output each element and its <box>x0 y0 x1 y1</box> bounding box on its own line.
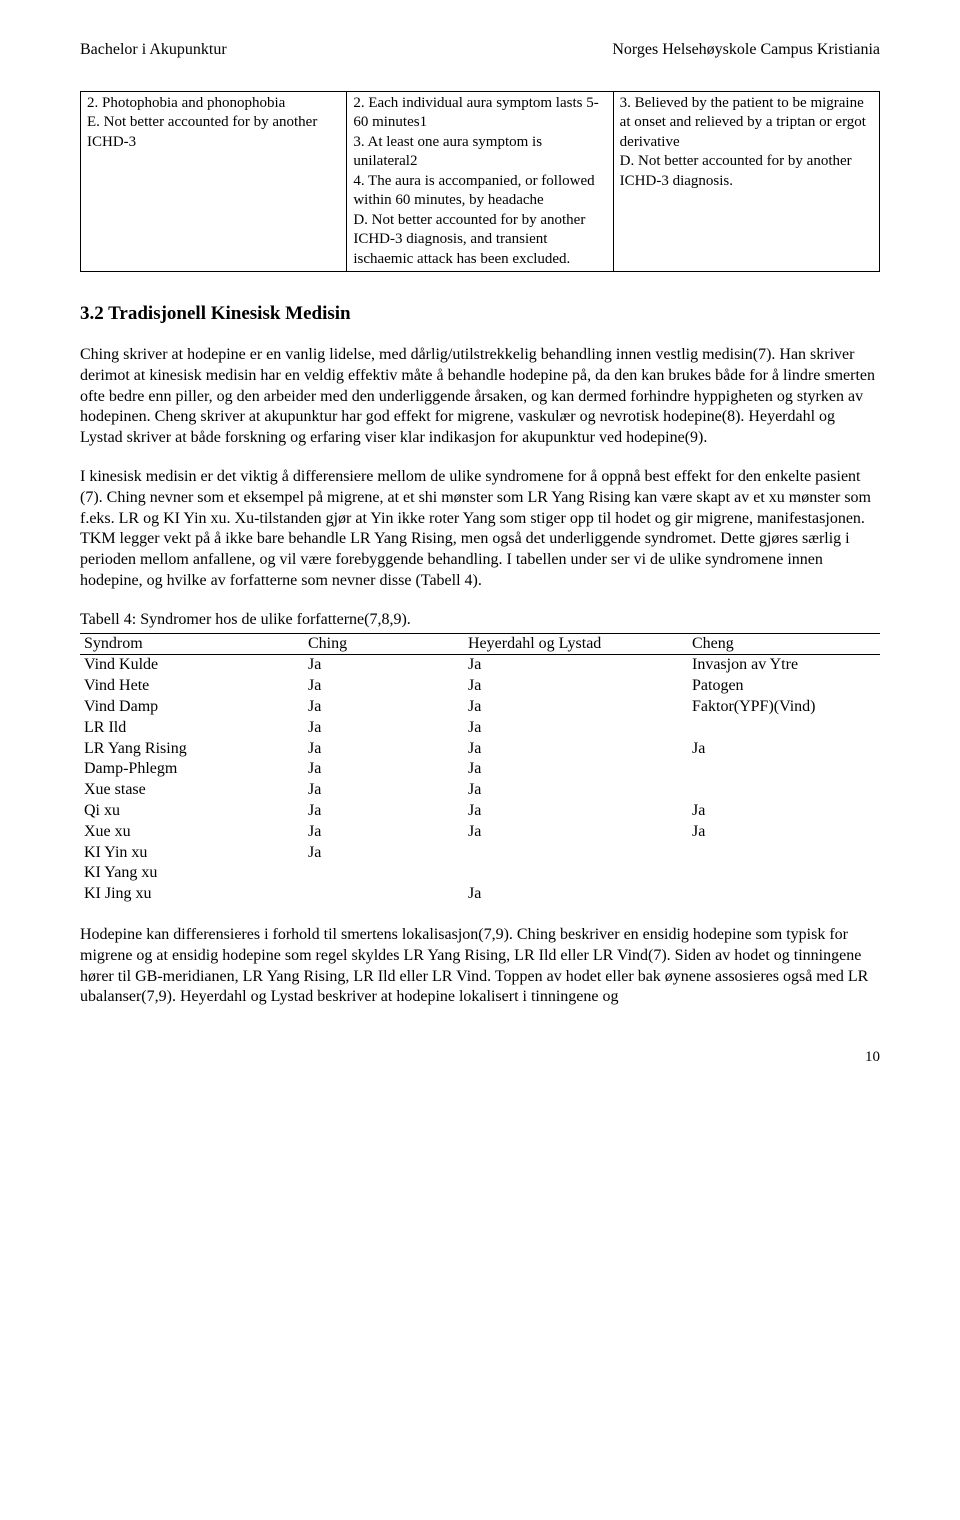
table-cell: Ja <box>304 759 464 780</box>
table-cell <box>464 863 688 884</box>
table-cell: Ja <box>304 780 464 801</box>
table-row: Xue staseJaJa <box>80 780 880 801</box>
table-cell: KI Jing xu <box>80 884 304 905</box>
table-row: Qi xuJaJaJa <box>80 801 880 822</box>
table-cell: Xue stase <box>80 780 304 801</box>
table-header: Cheng <box>688 633 880 655</box>
table-cell: KI Yin xu <box>80 843 304 864</box>
table-cell <box>688 843 880 864</box>
criteria-col-1: 2. Photophobia and phonophobia E. Not be… <box>81 91 347 272</box>
page-header: Bachelor i Akupunktur Norges Helsehøysko… <box>80 40 880 61</box>
criteria-col-3: 3. Believed by the patient to be migrain… <box>613 91 879 272</box>
criteria-col-2: 2. Each individual aura symptom lasts 5-… <box>347 91 613 272</box>
table-cell: LR Ild <box>80 718 304 739</box>
table-cell: Vind Damp <box>80 697 304 718</box>
table-cell: Ja <box>464 884 688 905</box>
table-cell <box>688 863 880 884</box>
table-cell: Ja <box>688 739 880 760</box>
table-row: KI Jing xu Ja <box>80 884 880 905</box>
table-cell: Ja <box>464 822 688 843</box>
table-cell: LR Yang Rising <box>80 739 304 760</box>
table-cell: Ja <box>464 739 688 760</box>
table-cell: Invasjon av Ytre <box>688 655 880 676</box>
table-row: KI Yin xuJa <box>80 843 880 864</box>
table-cell: Ja <box>304 655 464 676</box>
table-cell: Ja <box>304 843 464 864</box>
table-cell: Ja <box>304 697 464 718</box>
table-header: Syndrom <box>80 633 304 655</box>
table-cell: Ja <box>464 655 688 676</box>
table-cell: Qi xu <box>80 801 304 822</box>
table-cell: Ja <box>464 801 688 822</box>
paragraph-3: Hodepine kan differensieres i forhold ti… <box>80 925 880 1008</box>
table-cell: Ja <box>464 780 688 801</box>
table-cell: Xue xu <box>80 822 304 843</box>
table-cell: Damp-Phlegm <box>80 759 304 780</box>
syndrome-table: Syndrom Ching Heyerdahl og Lystad Cheng … <box>80 633 880 905</box>
paragraph-1: Ching skriver at hodepine er en vanlig l… <box>80 345 880 449</box>
table-cell: Faktor(YPF)(Vind) <box>688 697 880 718</box>
table-row: KI Yang xu <box>80 863 880 884</box>
table-header: Ching <box>304 633 464 655</box>
table-header-row: Syndrom Ching Heyerdahl og Lystad Cheng <box>80 633 880 655</box>
table-cell: Ja <box>304 822 464 843</box>
table-cell: Ja <box>304 718 464 739</box>
table-row: Vind DampJaJaFaktor(YPF)(Vind) <box>80 697 880 718</box>
table-row: LR Yang RisingJaJaJa <box>80 739 880 760</box>
table-cell <box>688 759 880 780</box>
table-cell <box>688 884 880 905</box>
table-row: Vind KuldeJaJaInvasjon av Ytre <box>80 655 880 676</box>
table-row: Damp-PhlegmJaJa <box>80 759 880 780</box>
table-cell <box>688 718 880 739</box>
table-row: LR IldJaJa <box>80 718 880 739</box>
table-cell <box>464 843 688 864</box>
table-row: Vind HeteJaJaPatogen <box>80 676 880 697</box>
criteria-table: 2. Photophobia and phonophobia E. Not be… <box>80 91 880 273</box>
table-row: Xue xuJaJaJa <box>80 822 880 843</box>
page-number: 10 <box>80 1048 880 1068</box>
table-cell <box>304 884 464 905</box>
header-left: Bachelor i Akupunktur <box>80 40 227 61</box>
table-cell <box>688 780 880 801</box>
table-cell: Ja <box>464 697 688 718</box>
table-cell: Vind Kulde <box>80 655 304 676</box>
table-cell: Ja <box>304 801 464 822</box>
table-cell: Ja <box>464 759 688 780</box>
table-cell: Ja <box>464 718 688 739</box>
section-heading: 3.2 Tradisjonell Kinesisk Medisin <box>80 302 880 327</box>
table-cell: KI Yang xu <box>80 863 304 884</box>
table-cell: Ja <box>304 676 464 697</box>
table-cell: Vind Hete <box>80 676 304 697</box>
table-cell <box>304 863 464 884</box>
table-header: Heyerdahl og Lystad <box>464 633 688 655</box>
table-cell: Ja <box>688 801 880 822</box>
header-right: Norges Helsehøyskole Campus Kristiania <box>612 40 880 61</box>
table-cell: Patogen <box>688 676 880 697</box>
table-cell: Ja <box>464 676 688 697</box>
paragraph-2: I kinesisk medisin er det viktig å diffe… <box>80 467 880 592</box>
table-caption: Tabell 4: Syndromer hos de ulike forfatt… <box>80 610 880 631</box>
table-cell: Ja <box>304 739 464 760</box>
table-cell: Ja <box>688 822 880 843</box>
